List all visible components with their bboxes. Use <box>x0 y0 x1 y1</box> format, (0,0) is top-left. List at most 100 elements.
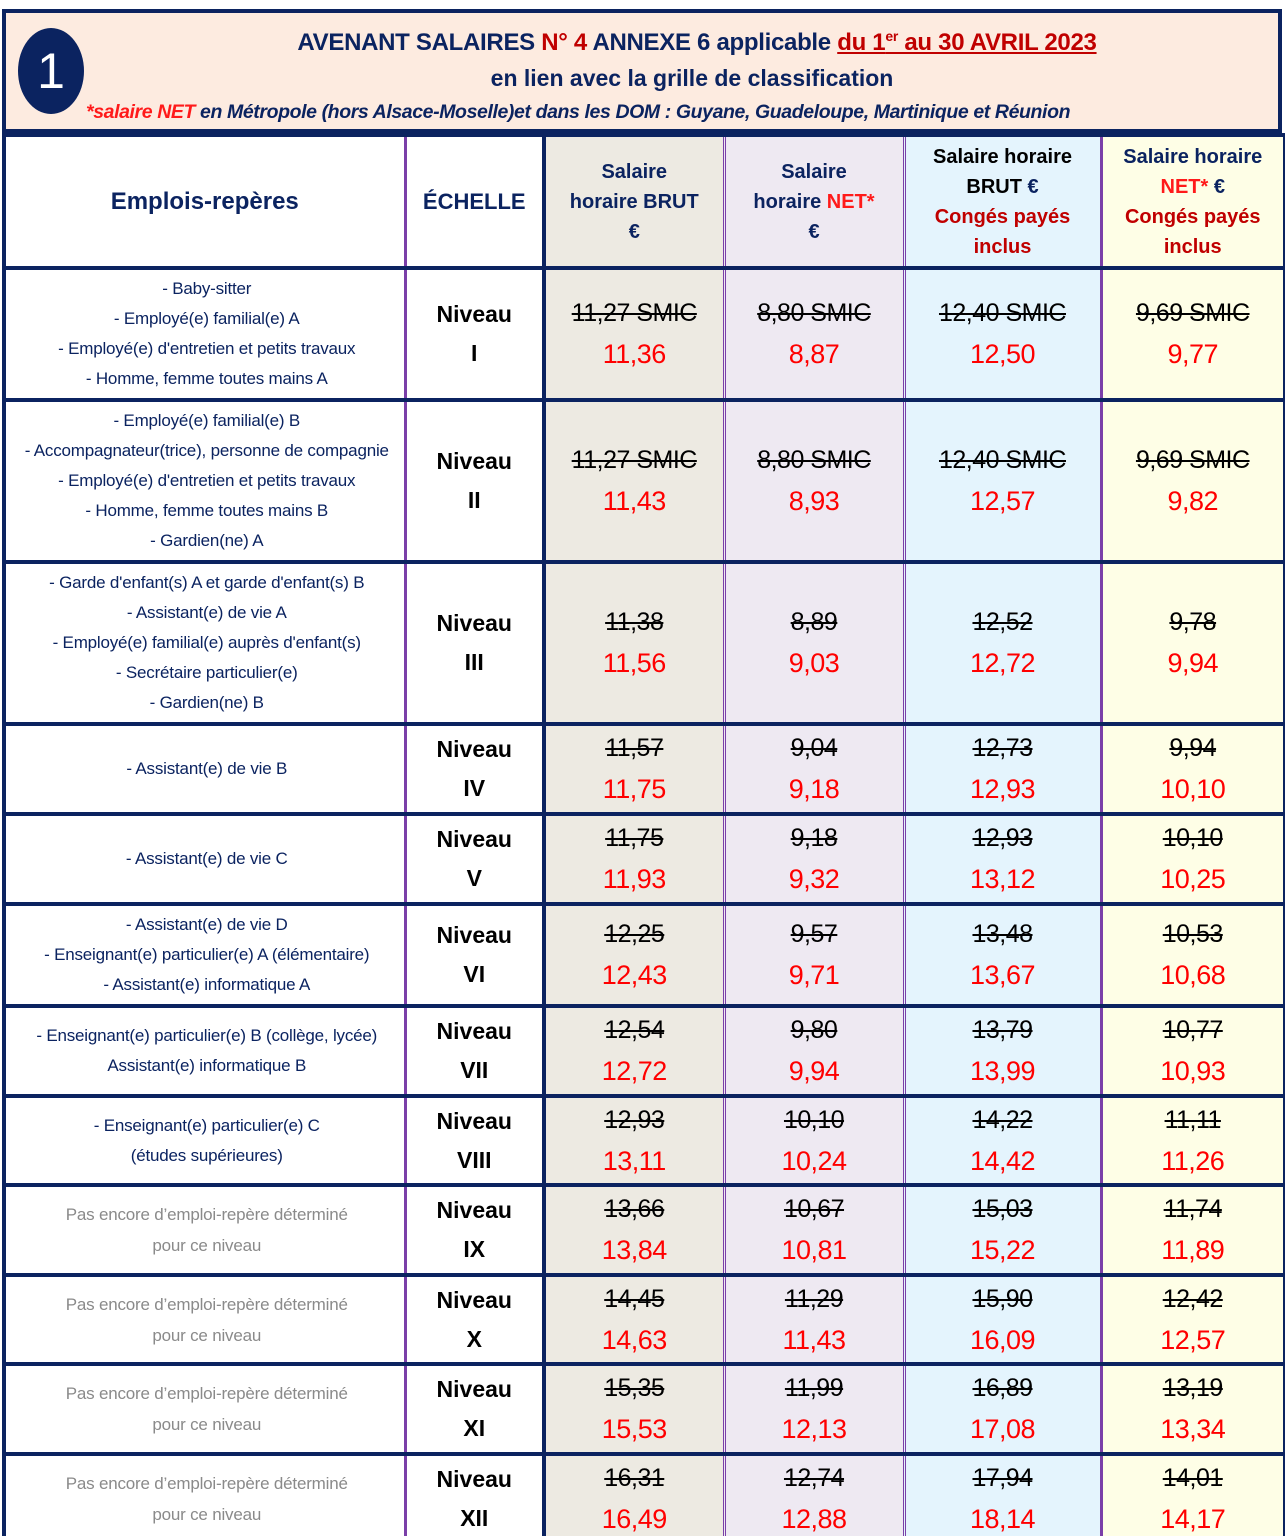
new-value: 12,88 <box>781 1503 847 1534</box>
new-value: 18,14 <box>969 1503 1036 1534</box>
salaire-net-cp-cell: 14,01 14,17 <box>1101 1452 1285 1536</box>
previous-value-struck: 13,79 <box>972 1016 1033 1044</box>
header-salaire-net: Salaire horaire NET* € <box>724 133 906 270</box>
salaire-brut-cell: 16,31 16,49 <box>544 1452 726 1536</box>
previous-value-struck: 15,90 <box>972 1284 1033 1313</box>
previous-value-struck: 10,10 <box>1162 824 1224 852</box>
title-date-range: du 1er au 30 AVRIL 2023 <box>837 29 1097 56</box>
niveau-label: Niveau <box>436 1376 512 1402</box>
table-row: - Employé(e) familial(e) B - Accompagnate… <box>4 398 1285 564</box>
emplois-reperes-cell: - Assistant(e) de vie C <box>4 812 407 906</box>
new-value: 12,50 <box>969 339 1036 369</box>
previous-value-struck: 12,73 <box>972 734 1033 762</box>
niveau-label: Niveau <box>436 826 512 852</box>
previous-value-struck: 11,29 <box>784 1284 844 1313</box>
new-value: 11,43 <box>782 1324 846 1355</box>
previous-value-struck: 10,10 <box>783 1105 845 1134</box>
previous-value-struck: 9,80 <box>790 1016 838 1044</box>
table-row: - Assistant(e) de vie B Niveau IV 11,57 11,7… <box>4 722 1285 816</box>
table-row: Pas encore d’emploi-repère déterminé pour… <box>4 1273 1285 1366</box>
job-title: (études supérieures) <box>130 1145 283 1165</box>
emplois-reperes-cell: - Enseignant(e) particulier(e) C (études … <box>4 1094 407 1187</box>
salaire-brut-cp-cell: 12,40 SMIC 12,50 <box>904 266 1103 402</box>
previous-value-struck: 8,80 SMIC <box>757 299 871 327</box>
no-job-defined-text: Pas encore d’emploi-repère déterminé <box>65 1384 348 1403</box>
emplois-reperes-cell: Pas encore d’emploi-repère déterminé pour… <box>4 1183 407 1277</box>
title-text: AVENANT SALAIRES <box>297 29 542 56</box>
salaire-net-cell: 9,18 9,32 <box>724 812 906 906</box>
salaire-brut-cp-cell: 15,90 16,09 <box>904 1273 1103 1366</box>
salaire-net-cp-cell: 9,78 9,94 <box>1101 560 1285 726</box>
new-value: 8,93 <box>788 486 840 516</box>
new-value: 9,77 <box>1167 339 1219 369</box>
header-line: Congés payés <box>934 205 1071 228</box>
salaire-brut-cell: 14,45 14,63 <box>544 1273 726 1366</box>
previous-value-struck: 12,40 SMIC <box>938 446 1067 474</box>
new-value: 9,18 <box>788 774 840 804</box>
previous-value-struck: 10,77 <box>1162 1016 1224 1044</box>
emplois-reperes-cell: Pas encore d’emploi-repère déterminé pour… <box>4 1273 407 1366</box>
salaire-net-cell: 12,74 12,88 <box>724 1452 906 1536</box>
previous-value-struck: 13,66 <box>604 1195 665 1223</box>
niveau-label: Niveau <box>436 448 512 474</box>
previous-value-struck: 12,93 <box>972 824 1033 852</box>
emplois-reperes-cell: Pas encore d’emploi-repère déterminé pour… <box>4 1362 407 1456</box>
salaire-net-cell: 9,57 9,71 <box>724 902 906 1008</box>
salaire-brut-cell: 11,27 SMIC 11,36 <box>544 266 726 402</box>
previous-value-struck: 9,04 <box>790 734 838 762</box>
header-line: horaire NET* <box>726 187 903 217</box>
table-row: - Baby-sitter - Employé(e) familial(e) A -… <box>4 266 1285 402</box>
echelle-cell: Niveau II <box>405 398 546 564</box>
niveau-roman-numeral: I <box>471 340 478 366</box>
salaire-brut-cp-cell: 12,40 SMIC 12,57 <box>904 398 1103 564</box>
no-job-defined-text: pour ce niveau <box>152 1325 262 1345</box>
previous-value-struck: 10,67 <box>783 1195 845 1223</box>
previous-value-struck: 9,94 <box>1169 734 1217 762</box>
previous-value-struck: 11,27 SMIC <box>571 446 698 474</box>
salaire-net-cp-cell: 10,53 10,68 <box>1101 902 1285 1008</box>
header-emplois-reperes: Emplois-repères <box>4 133 407 270</box>
new-value: 10,81 <box>781 1235 847 1265</box>
salaire-brut-cp-cell: 12,93 13,12 <box>904 812 1103 906</box>
emplois-reperes-cell: - Garde d'enfant(s) A et garde d'enfant(… <box>4 560 407 726</box>
salaire-brut-cell: 13,66 13,84 <box>544 1183 726 1277</box>
echelle-cell: Niveau III <box>405 560 546 726</box>
salaire-net-cell: 10,10 10,24 <box>724 1094 906 1187</box>
new-value: 11,26 <box>1161 1145 1225 1176</box>
salaire-net-cp-cell: 10,77 10,93 <box>1101 1004 1285 1098</box>
salaire-net-cp-cell: 11,74 11,89 <box>1101 1183 1285 1277</box>
new-value: 10,10 <box>1160 774 1226 804</box>
niveau-roman-numeral: VIII <box>456 1146 492 1173</box>
echelle-cell: Niveau XI <box>405 1362 546 1456</box>
salaire-brut-cell: 15,35 15,53 <box>544 1362 726 1456</box>
previous-value-struck: 9,78 <box>1169 608 1217 636</box>
new-value: 14,63 <box>601 1324 668 1355</box>
new-value: 11,43 <box>602 486 667 516</box>
echelle-cell: Niveau XII <box>405 1452 546 1536</box>
job-title: - Enseignant(e) particulier(e) C <box>93 1115 320 1135</box>
previous-value-struck: 12,52 <box>972 608 1033 636</box>
header-euro: € <box>1208 175 1225 198</box>
table-row: - Assistant(e) de vie C Niveau V 11,75 11,93… <box>4 812 1285 906</box>
niveau-label: Niveau <box>436 1107 512 1134</box>
no-job-defined-text: pour ce niveau <box>152 1415 262 1434</box>
header-euro: € <box>1027 175 1039 198</box>
header-salaire-brut-conges-payes: Salaire horaire BRUT € Congés payés incl… <box>904 133 1103 270</box>
salaire-net-cell: 9,04 9,18 <box>724 722 906 816</box>
previous-value-struck: 11,57 <box>605 734 664 762</box>
new-value: 10,93 <box>1160 1056 1226 1086</box>
salaire-net-cell: 11,99 12,13 <box>724 1362 906 1456</box>
new-value: 12,43 <box>601 960 668 990</box>
new-value: 10,25 <box>1160 864 1226 894</box>
echelle-cell: Niveau VII <box>405 1004 546 1098</box>
salary-grid-table: Emplois-repères ÉCHELLE Salaire horaire … <box>2 133 1285 1536</box>
table-row: - Enseignant(e) particulier(e) B (collèg… <box>4 1004 1285 1098</box>
salaire-net-cp-cell: 13,19 13,34 <box>1101 1362 1285 1456</box>
salaire-brut-cp-cell: 15,03 15,22 <box>904 1183 1103 1277</box>
new-value: 11,56 <box>602 648 667 678</box>
echelle-cell: Niveau I <box>405 266 546 402</box>
header-line: € <box>808 220 820 243</box>
niveau-roman-numeral: III <box>464 649 484 675</box>
no-job-defined-text: pour ce niveau <box>152 1236 262 1255</box>
header-echelle: ÉCHELLE <box>405 133 546 270</box>
